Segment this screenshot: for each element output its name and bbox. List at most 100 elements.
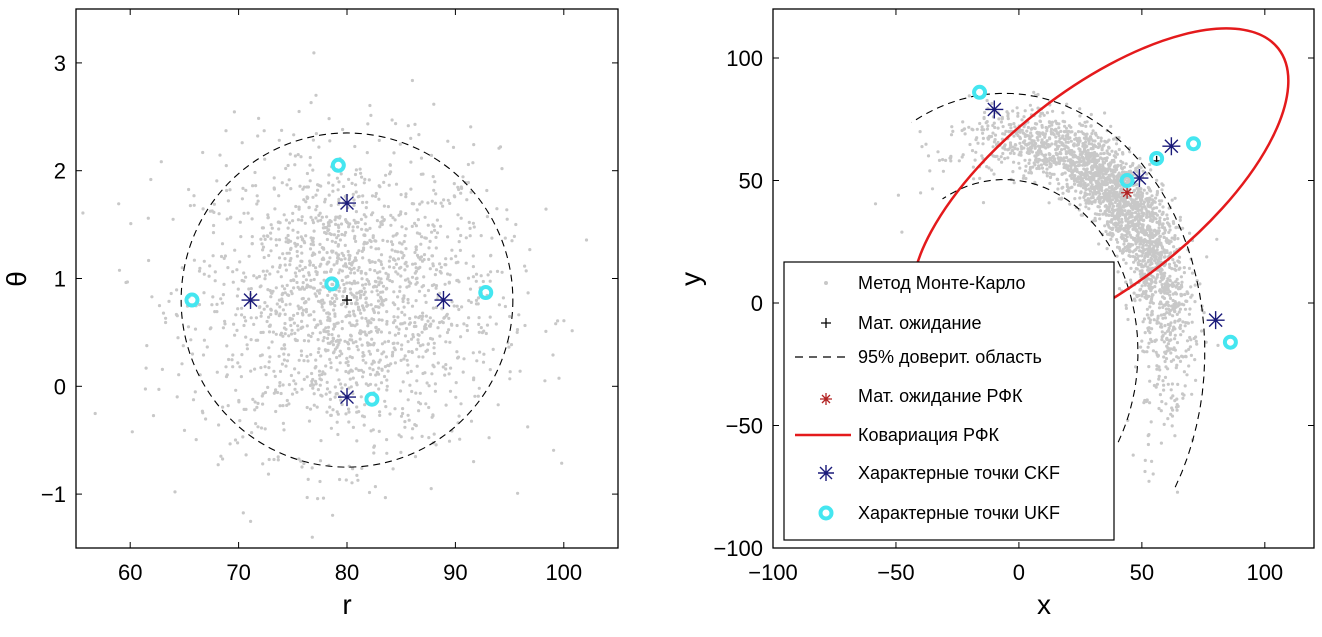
monte-carlo-point bbox=[305, 171, 309, 176]
monte-carlo-point bbox=[278, 404, 282, 408]
monte-carlo-point bbox=[1158, 221, 1162, 225]
monte-carlo-point bbox=[330, 250, 334, 254]
monte-carlo-point bbox=[345, 281, 349, 285]
monte-carlo-point bbox=[252, 322, 256, 326]
monte-carlo-point bbox=[427, 436, 431, 440]
monte-carlo-point bbox=[1130, 211, 1134, 215]
monte-carlo-point bbox=[991, 145, 995, 149]
monte-carlo-point bbox=[216, 463, 220, 467]
monte-carlo-point bbox=[296, 153, 300, 157]
monte-carlo-point bbox=[338, 477, 342, 482]
monte-carlo-point bbox=[406, 297, 410, 302]
monte-carlo-point bbox=[348, 254, 352, 258]
monte-carlo-point bbox=[1183, 307, 1188, 311]
monte-carlo-point bbox=[1158, 288, 1163, 292]
monte-carlo-point bbox=[409, 136, 413, 140]
monte-carlo-point bbox=[420, 235, 424, 239]
monte-carlo-point bbox=[1001, 151, 1005, 156]
monte-carlo-point bbox=[1121, 151, 1125, 155]
monte-carlo-point bbox=[380, 342, 384, 346]
monte-carlo-point bbox=[1134, 207, 1138, 211]
monte-carlo-point bbox=[1166, 342, 1170, 346]
monte-carlo-point bbox=[1121, 227, 1125, 231]
monte-carlo-point bbox=[361, 283, 365, 287]
monte-carlo-point bbox=[322, 308, 326, 312]
monte-carlo-point bbox=[1038, 158, 1042, 162]
monte-carlo-point bbox=[372, 451, 376, 455]
monte-carlo-point bbox=[557, 376, 561, 380]
monte-carlo-point bbox=[1148, 318, 1152, 322]
monte-carlo-point bbox=[1154, 239, 1158, 243]
monte-carlo-point bbox=[310, 382, 314, 386]
monte-carlo-point bbox=[295, 280, 299, 285]
monte-carlo-point bbox=[986, 124, 990, 128]
monte-carlo-point bbox=[337, 197, 341, 201]
monte-carlo-point bbox=[361, 351, 365, 355]
monte-carlo-point bbox=[1147, 249, 1151, 253]
monte-carlo-point bbox=[319, 354, 323, 358]
monte-carlo-point bbox=[212, 202, 216, 206]
monte-carlo-point bbox=[1132, 188, 1137, 192]
monte-carlo-point bbox=[432, 102, 436, 106]
monte-carlo-point bbox=[495, 269, 500, 273]
monte-carlo-point bbox=[319, 321, 323, 326]
monte-carlo-point bbox=[360, 277, 364, 281]
monte-carlo-point bbox=[382, 218, 386, 222]
monte-carlo-point bbox=[560, 461, 564, 465]
monte-carlo-point bbox=[187, 187, 191, 192]
monte-carlo-point bbox=[177, 373, 181, 377]
monte-carlo-point bbox=[1195, 279, 1199, 283]
monte-carlo-point bbox=[1048, 181, 1052, 185]
monte-carlo-point bbox=[305, 354, 309, 358]
monte-carlo-point bbox=[1076, 183, 1080, 187]
monte-carlo-point bbox=[427, 405, 431, 410]
monte-carlo-point bbox=[1179, 333, 1183, 337]
monte-carlo-point bbox=[354, 239, 358, 243]
monte-carlo-point bbox=[315, 405, 319, 409]
monte-carlo-point bbox=[311, 168, 315, 172]
monte-carlo-point bbox=[175, 395, 179, 399]
monte-carlo-point bbox=[264, 373, 268, 377]
monte-carlo-point bbox=[383, 496, 387, 500]
monte-carlo-point bbox=[320, 215, 324, 219]
monte-carlo-point bbox=[461, 175, 465, 179]
monte-carlo-point bbox=[501, 296, 505, 300]
monte-carlo-point bbox=[1024, 176, 1028, 181]
y-tick-label: −50 bbox=[726, 414, 763, 439]
monte-carlo-point bbox=[300, 465, 304, 469]
monte-carlo-point bbox=[226, 199, 230, 203]
monte-carlo-point bbox=[1131, 453, 1135, 457]
monte-carlo-point bbox=[1018, 166, 1022, 170]
monte-carlo-point bbox=[1145, 240, 1149, 244]
monte-carlo-point bbox=[1161, 316, 1165, 320]
monte-carlo-point bbox=[1149, 420, 1153, 424]
monte-carlo-point bbox=[1119, 163, 1123, 167]
monte-carlo-point bbox=[1063, 159, 1067, 163]
monte-carlo-point bbox=[980, 154, 984, 158]
monte-carlo-point bbox=[221, 405, 225, 409]
monte-carlo-point bbox=[1154, 277, 1158, 281]
monte-carlo-point bbox=[378, 225, 382, 229]
monte-carlo-point bbox=[338, 268, 342, 272]
monte-carlo-point bbox=[1062, 130, 1066, 134]
monte-carlo-point bbox=[444, 314, 448, 318]
monte-carlo-point bbox=[293, 154, 297, 158]
monte-carlo-point bbox=[441, 365, 445, 369]
monte-carlo-point bbox=[278, 369, 283, 373]
monte-carlo-point bbox=[1135, 169, 1139, 174]
monte-carlo-point bbox=[378, 413, 382, 417]
monte-carlo-point bbox=[1157, 306, 1162, 310]
monte-carlo-point bbox=[1037, 166, 1041, 171]
monte-carlo-point bbox=[266, 472, 271, 476]
monte-carlo-point bbox=[1168, 293, 1172, 297]
monte-carlo-point bbox=[924, 142, 928, 146]
monte-carlo-point bbox=[1048, 175, 1053, 180]
monte-carlo-point bbox=[237, 400, 241, 404]
monte-carlo-point bbox=[1116, 270, 1120, 274]
monte-carlo-point bbox=[526, 291, 530, 295]
monte-carlo-point bbox=[1063, 120, 1067, 124]
monte-carlo-point bbox=[1088, 189, 1092, 193]
monte-carlo-point bbox=[1160, 330, 1164, 334]
monte-carlo-point bbox=[284, 240, 288, 244]
monte-carlo-point bbox=[266, 234, 270, 238]
